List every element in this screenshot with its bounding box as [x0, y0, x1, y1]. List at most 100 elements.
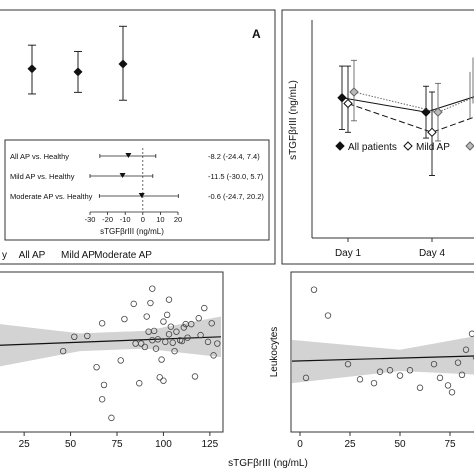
- a-mean-diamond: [73, 67, 83, 77]
- bl-data-point: [191, 373, 199, 380]
- bl-data-point: [214, 340, 221, 347]
- a-category-label: All AP: [19, 250, 46, 261]
- bl-data-point: [204, 338, 212, 346]
- panel-br-y-label: Leukocytes: [269, 327, 280, 378]
- bl-data-point: [59, 347, 67, 355]
- br-data-point: [356, 376, 364, 383]
- bl-data-point: [137, 340, 145, 347]
- bl-data-point: [208, 320, 215, 327]
- panel-a-label: A: [252, 27, 261, 41]
- bl-data-point: [154, 336, 162, 343]
- br-data-point: [370, 379, 378, 387]
- bl-data-point: [93, 364, 100, 371]
- forest-row-label: All AP vs. Healthy: [10, 152, 69, 161]
- bl-data-point: [143, 313, 150, 320]
- forest-x-tick-label: -10: [120, 215, 131, 224]
- bl-data-point: [141, 343, 149, 351]
- b-legend-marker: [403, 141, 413, 151]
- bl-data-point: [188, 320, 195, 328]
- bl-data-point: [165, 331, 173, 338]
- bl-data-point: [156, 374, 163, 381]
- bl-data-point: [149, 285, 156, 292]
- bl-x-tick-label: 100: [155, 439, 172, 450]
- br-data-point: [448, 389, 456, 396]
- bl-data-point: [84, 332, 91, 340]
- b-series-line: [347, 103, 474, 133]
- bl-data-point: [197, 331, 204, 339]
- forest-row-label: Moderate AP vs. Healthy: [10, 192, 93, 201]
- forest-x-tick-label: -20: [102, 215, 113, 224]
- b-legend-marker: [335, 141, 345, 151]
- br-data-point: [324, 312, 332, 319]
- bl-data-point: [130, 300, 137, 308]
- forest-estimate-marker: [138, 193, 145, 198]
- br-data-point: [396, 372, 404, 379]
- b-legend-label: All patients: [348, 142, 397, 153]
- forest-x-label: sTGFβrIII (ng/mL): [100, 227, 164, 236]
- br-confidence-band: [292, 336, 474, 384]
- a-mean-diamond: [27, 64, 37, 74]
- bl-data-point: [163, 311, 171, 319]
- b-point-diamond: [433, 107, 443, 117]
- panel-b-frame: [281, 9, 474, 265]
- bl-data-point: [121, 315, 128, 323]
- bl-data-point: [98, 320, 106, 327]
- forest-x-tick-label: 20: [174, 215, 182, 224]
- forest-row-label: Mild AP vs. Healthy: [10, 172, 75, 181]
- b-legend-marker: [465, 141, 474, 151]
- bl-data-point: [173, 328, 180, 335]
- bl-data-point: [158, 356, 165, 363]
- br-data-point: [386, 367, 394, 374]
- bl-data-point: [178, 337, 186, 345]
- br-data-point: [302, 374, 310, 382]
- a-category-label: Mild AP: [61, 250, 95, 261]
- a-mean-diamond: [118, 59, 128, 69]
- br-x-tick-label: 50: [394, 439, 406, 450]
- bl-data-point: [171, 347, 178, 355]
- bl-data-point: [136, 380, 143, 387]
- bl-data-point: [162, 338, 169, 346]
- b-point-diamond: [349, 87, 359, 97]
- a-category-label-prefix: y: [2, 250, 7, 261]
- br-fit-line: [291, 355, 474, 362]
- b-x-tick-label: Day 1: [335, 248, 362, 259]
- bl-data-point: [180, 324, 188, 331]
- bl-data-point: [167, 323, 175, 330]
- panel-b-y-label: sTGFβrIII (ng/mL): [288, 80, 299, 160]
- bl-data-point: [210, 352, 217, 359]
- forest-estimate-text: -8.2 (-24.4, 7.4): [208, 152, 260, 161]
- b-point-diamond: [427, 127, 437, 138]
- br-data-point: [472, 354, 474, 360]
- bl-data-point: [100, 381, 108, 389]
- b-point-diamond: [337, 93, 347, 103]
- forest-inset-frame: [4, 139, 270, 241]
- br-x-tick-label: 75: [444, 439, 456, 450]
- forest-x-tick-label: 0: [141, 215, 145, 224]
- b-legend-label: Mild AP: [416, 142, 450, 153]
- forest-x-tick-label: -30: [85, 215, 96, 224]
- br-data-point: [468, 330, 474, 337]
- bl-data-point: [117, 357, 124, 364]
- bl-data-point: [169, 339, 176, 346]
- br-x-tick-label: 25: [344, 439, 356, 450]
- bl-data-point: [201, 304, 208, 312]
- bl-data-point: [160, 318, 167, 325]
- bl-x-tick-label: 75: [111, 439, 123, 450]
- br-data-point: [430, 360, 438, 368]
- bl-data-point: [108, 414, 115, 422]
- bl-x-tick-label: 125: [202, 439, 219, 450]
- bl-data-point: [71, 333, 78, 340]
- panel-bl-x-label: sTGFβrIII (ng/mL): [228, 458, 308, 469]
- bl-data-point: [98, 396, 106, 403]
- br-data-point: [310, 286, 318, 293]
- forest-estimate-marker: [119, 173, 126, 178]
- br-data-point: [344, 360, 352, 368]
- bl-data-point: [152, 345, 160, 352]
- b-x-tick-label: Day 4: [419, 248, 446, 259]
- forest-estimate-text: -11.5 (-30.0, 5.7): [208, 172, 264, 181]
- br-data-point: [458, 371, 466, 378]
- bl-data-point: [147, 299, 154, 307]
- bl-data-point: [150, 327, 158, 335]
- br-data-point: [406, 367, 414, 374]
- bl-fit-line: [0, 336, 222, 346]
